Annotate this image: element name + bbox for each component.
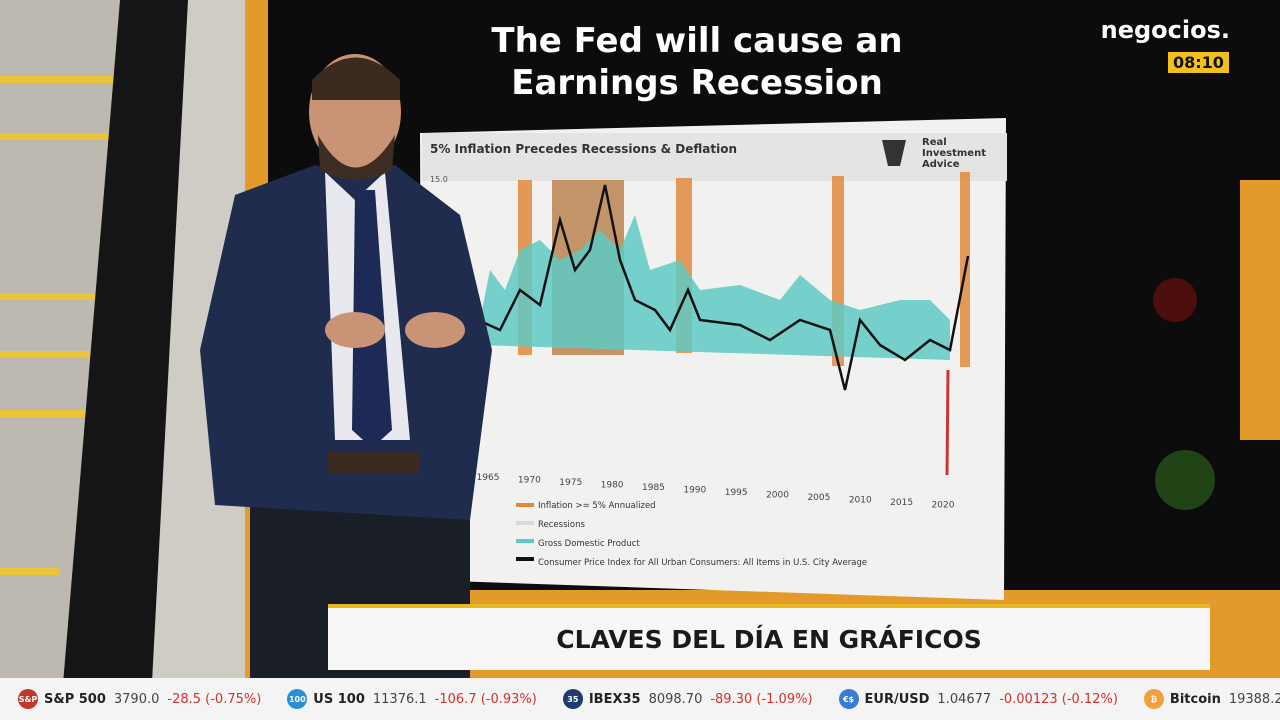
- studio-pillar: [60, 0, 188, 720]
- ticker-name: Bitcoin: [1169, 691, 1221, 707]
- x-label: 1980: [601, 481, 624, 491]
- logo-text: Real: [922, 137, 947, 148]
- screen-title: The Fed will cause an: [491, 21, 902, 61]
- ticker-name: S&P 500: [44, 691, 106, 707]
- legend-label: Consumer Price Index for All Urban Consu…: [538, 558, 867, 568]
- x-label: 1985: [642, 483, 665, 493]
- y-label: 15.0: [430, 175, 448, 184]
- chart-header: [422, 133, 1007, 181]
- screen-title: Earnings Recession: [511, 63, 883, 103]
- ticker-price: 3790.0: [113, 691, 160, 707]
- ticker-price: 8098.70: [648, 691, 703, 707]
- x-labels: 1965 1970 1975 1980 1985 1990 1995 2000 2005 2010…: [477, 473, 955, 511]
- ticker-price: 19388.28: [1228, 691, 1280, 707]
- legend-label: Recessions: [538, 520, 585, 530]
- ticker-change: -89.30 (-1.09%): [710, 691, 813, 707]
- ticker-badge: S&P: [18, 689, 38, 709]
- logo-text: Investment: [922, 148, 986, 159]
- legend-label: Inflation >= 5% Annualized: [538, 501, 656, 511]
- ticker-badge: 35: [562, 689, 583, 709]
- x-label: 2005: [807, 493, 830, 503]
- legend-swatch: [516, 503, 534, 507]
- ticker-change: -28.5 (-0.75%): [167, 691, 262, 707]
- bokeh: [1153, 278, 1197, 322]
- legend-swatch: [516, 539, 534, 543]
- ticker-item: 100 US 100 11376.1 -106.7 (-0.93%): [287, 689, 537, 709]
- bokeh: [1155, 450, 1215, 510]
- ticker-price: 1.04677: [937, 691, 992, 707]
- x-label: 1990: [683, 486, 706, 496]
- legend-swatch: [516, 557, 534, 561]
- ticker-item: 35 IBEX35 8098.70 -89.30 (-1.09%): [562, 689, 813, 709]
- ticker: S&P S&P 500 3790.0 -28.5 (-0.75%) 100 US 100 1…: [0, 678, 1280, 720]
- x-label: 1975: [559, 478, 582, 488]
- x-label: 1995: [725, 488, 748, 498]
- light-stripes: [0, 76, 115, 575]
- ticker-badge: €$: [838, 689, 859, 709]
- clock: 08:10: [1168, 52, 1229, 73]
- x-label: 2020: [932, 501, 955, 511]
- x-label: 2015: [890, 498, 913, 508]
- ticker-change: -106.7 (-0.93%): [434, 691, 537, 707]
- ticker-item: S&P S&P 500 3790.0 -28.5 (-0.75%): [18, 689, 261, 709]
- legend-swatch: [516, 521, 534, 525]
- gdp-area: [478, 215, 950, 360]
- x-label: 1965: [477, 473, 500, 483]
- screen-edge: [1240, 180, 1280, 440]
- ticker-name: EUR/USD: [864, 691, 930, 707]
- legend: Inflation >= 5% Annualized Recessions Gros…: [516, 501, 867, 568]
- chart-title: 5% Inflation Precedes Recessions & Defla…: [430, 142, 737, 156]
- logo-text: Advice: [922, 159, 960, 170]
- brand: negocios.: [1100, 16, 1230, 44]
- x-label: 2000: [766, 491, 789, 501]
- ticker-item: €$ EUR/USD 1.04677 -0.00123 (-0.12%): [838, 689, 1118, 709]
- logo-mark: [882, 140, 906, 166]
- x-label: 1970: [518, 476, 541, 486]
- legend-label: Gross Domestic Product: [538, 539, 640, 549]
- cpi-line: [477, 184, 970, 391]
- ticker-price: 11376.1: [372, 691, 427, 707]
- ticker-badge: ₿: [1143, 689, 1164, 709]
- ticker-name: US 100: [313, 691, 365, 707]
- ticker-badge: 100: [287, 689, 308, 709]
- lower-third: CLAVES DEL DÍA EN GRÁFICOS: [328, 604, 1210, 670]
- ticker-name: IBEX35: [588, 691, 641, 707]
- ticker-change: -0.00123 (-0.12%): [999, 691, 1118, 707]
- chart-panel: [420, 118, 1006, 600]
- x-label: 2010: [849, 496, 872, 506]
- gdp-drop: [945, 369, 950, 476]
